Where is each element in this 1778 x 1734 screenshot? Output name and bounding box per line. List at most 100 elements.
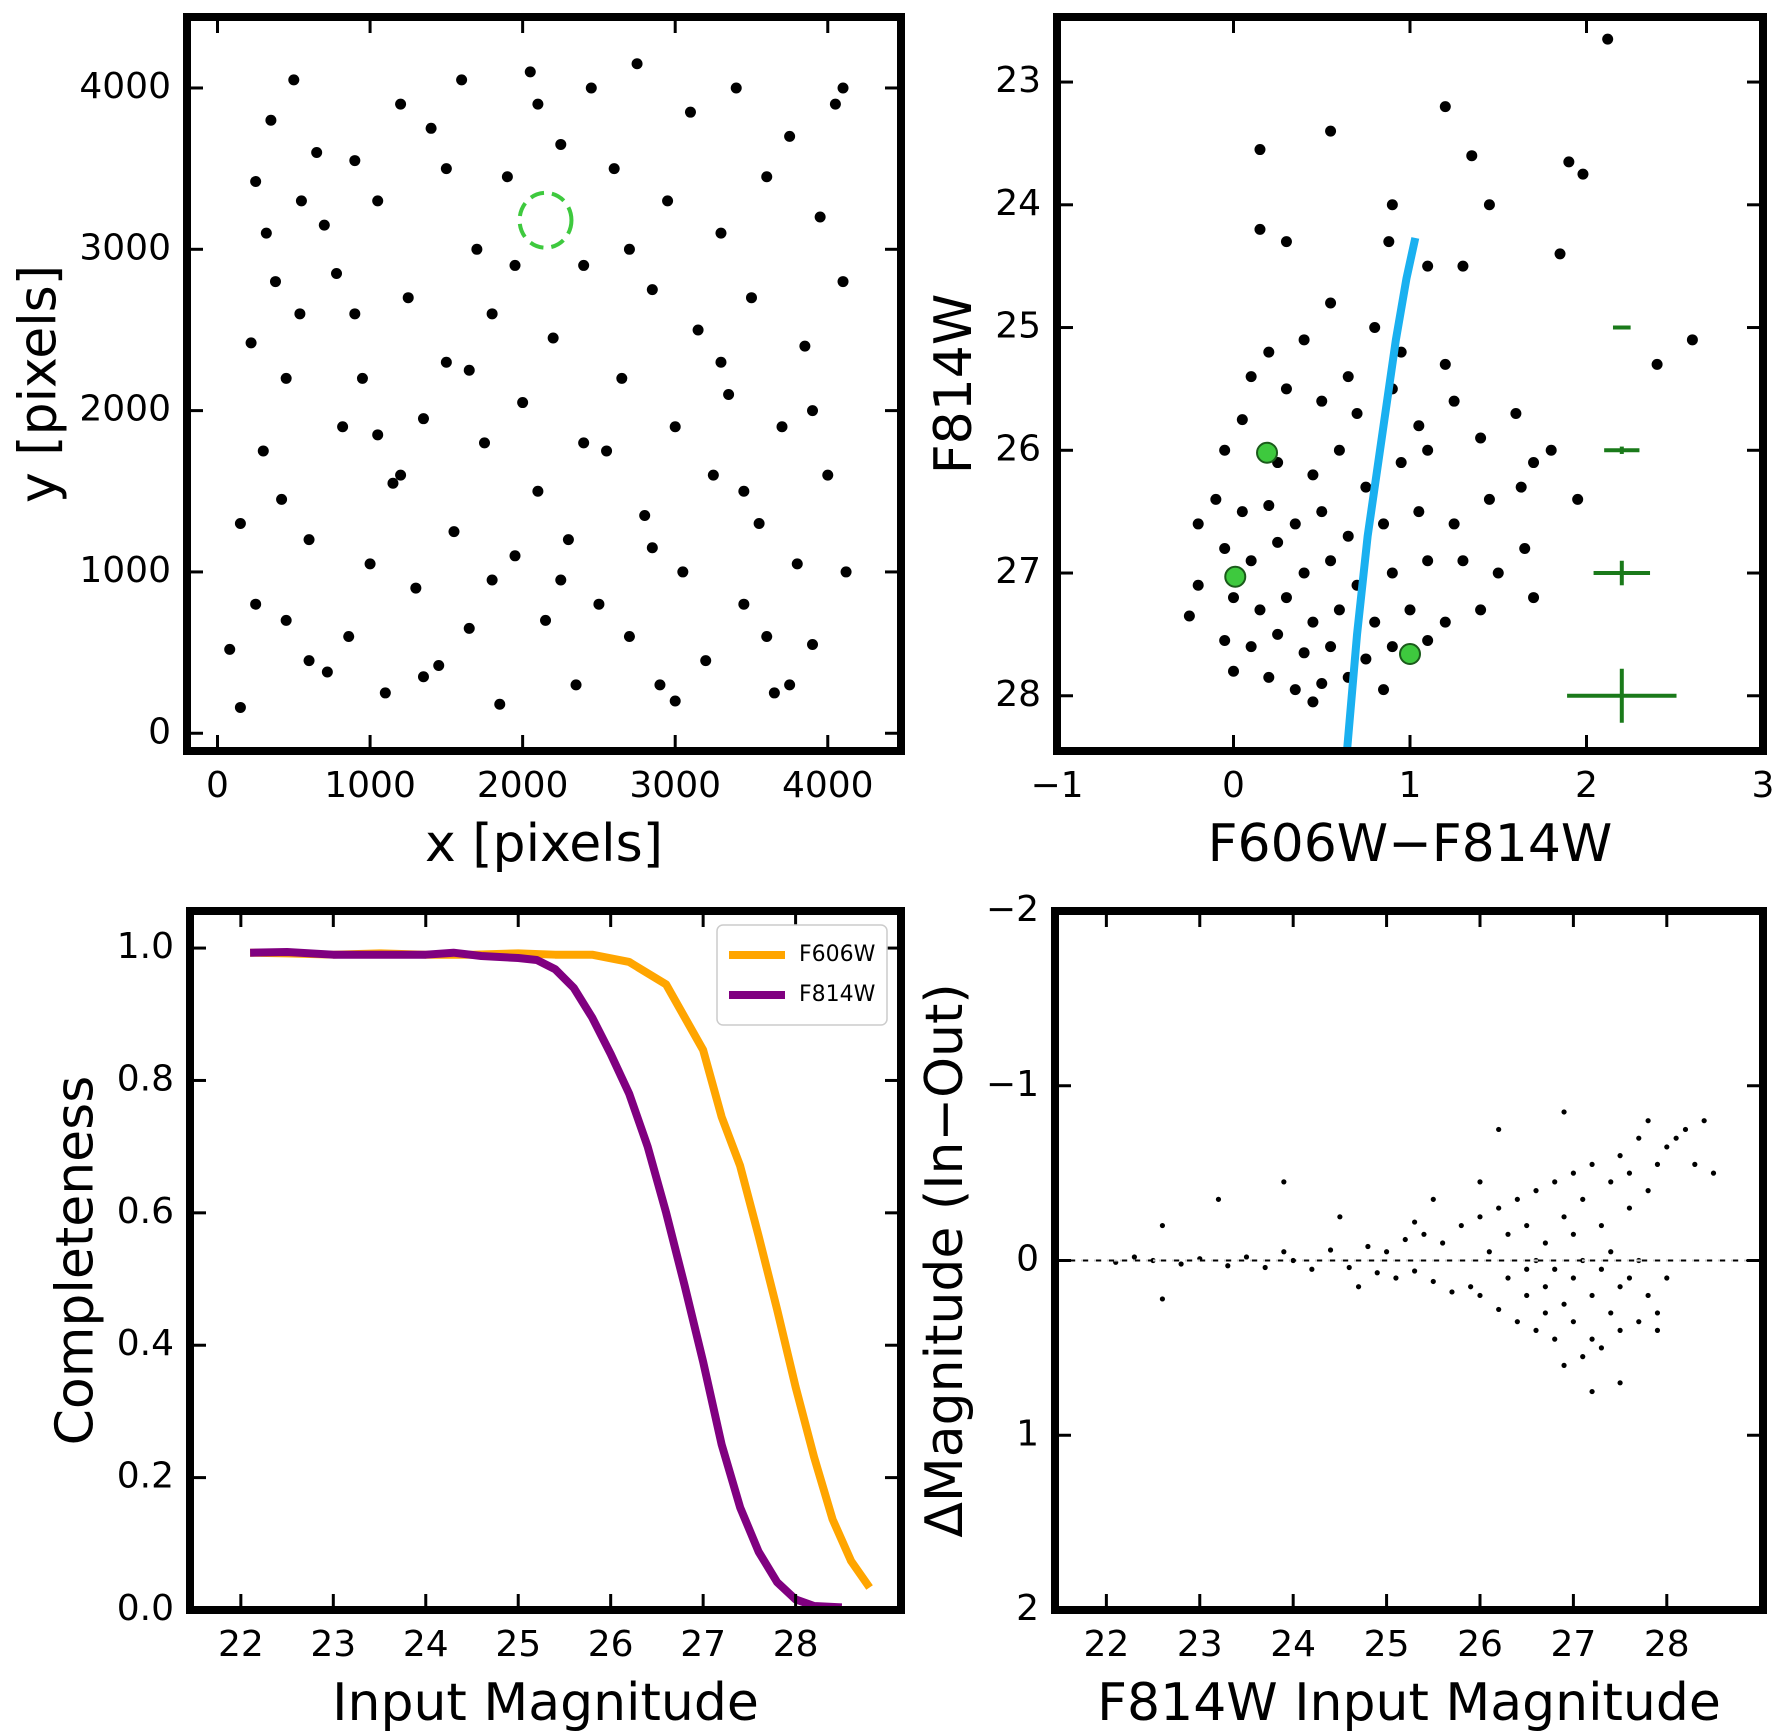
data-point [1355, 1284, 1362, 1290]
data-point [1430, 1278, 1436, 1285]
y-tick-label: 1 [1016, 1413, 1039, 1454]
y-axis-label: F814W [924, 294, 984, 475]
data-point [616, 372, 628, 384]
data-point [1325, 641, 1337, 653]
data-point [1430, 1196, 1436, 1202]
data-point [1645, 1118, 1651, 1124]
data-point [1577, 168, 1589, 180]
data-point [303, 655, 315, 667]
data-point [1654, 1161, 1661, 1167]
data-point [257, 445, 269, 457]
data-point [631, 58, 643, 70]
data-point [1626, 1205, 1633, 1211]
data-point [623, 630, 635, 642]
frame [183, 13, 905, 755]
x-tick-label: 4000 [782, 765, 874, 806]
data-point [1686, 334, 1698, 346]
data-point [799, 340, 811, 352]
data-point [745, 292, 757, 304]
data-point [1561, 1109, 1567, 1115]
data-point [1159, 1296, 1166, 1302]
data-point [1701, 1118, 1707, 1124]
x-tick-label: 3 [1752, 765, 1775, 806]
data-point [1307, 696, 1319, 708]
data-point [1580, 1354, 1586, 1360]
data-point [1570, 1170, 1576, 1176]
data-point [562, 534, 574, 546]
data-point [1561, 1362, 1567, 1368]
data-point [1412, 1268, 1418, 1274]
data-point [1598, 1345, 1605, 1351]
data-point [1533, 1327, 1539, 1333]
data-point [1439, 101, 1451, 113]
panel: 0 1000 2000 3000 4000 0 1000 2000 3000 4000 x [pix… [8, 13, 905, 874]
data-point [1316, 677, 1328, 689]
data-point [639, 509, 651, 521]
data-point [280, 614, 292, 626]
data-point [1192, 579, 1204, 591]
data-point [1664, 1144, 1670, 1150]
data-point [540, 614, 552, 626]
data-point [761, 171, 773, 183]
x-tick-label: 25 [1364, 1624, 1410, 1665]
y-tick-label: 1.0 [117, 926, 174, 967]
y-axis-label: y [pixels] [8, 265, 68, 503]
y-tick-label: 0 [148, 711, 171, 752]
data-point [1393, 1275, 1399, 1281]
data-point [379, 687, 391, 699]
data-point [707, 469, 719, 481]
data-point [1263, 500, 1275, 512]
data-point [1682, 1126, 1689, 1133]
data-point [1496, 1126, 1502, 1133]
data-point [1477, 1214, 1483, 1220]
data-point [1281, 1249, 1287, 1255]
data-point [547, 332, 559, 344]
plot-area [1055, 1109, 1763, 1395]
data-point [1710, 1170, 1717, 1176]
data-point [1570, 1231, 1576, 1237]
data-point [1533, 1188, 1539, 1194]
data-line [250, 948, 843, 1610]
data-point [761, 630, 773, 642]
data-point [417, 413, 429, 425]
data-point [1386, 641, 1398, 653]
data-point [245, 337, 257, 349]
data-point [1477, 1179, 1483, 1185]
y-tick-label: 0.4 [117, 1323, 174, 1364]
data-point [1316, 395, 1328, 407]
plot-area [1183, 33, 1698, 751]
data-point [1422, 444, 1434, 456]
data-point [840, 566, 852, 578]
data-point [288, 74, 300, 86]
data-point [1483, 493, 1495, 505]
data-point [1210, 493, 1222, 505]
data-point [425, 122, 437, 134]
data-point [1245, 641, 1257, 653]
data-point [1496, 1306, 1502, 1313]
data-point [1475, 432, 1487, 444]
data-point [677, 566, 689, 578]
data-point [1664, 1275, 1670, 1281]
data-point [555, 138, 567, 150]
data-point [1651, 358, 1663, 370]
x-tick-label: 0 [206, 765, 229, 806]
data-point [1422, 555, 1434, 567]
data-point [1325, 297, 1337, 309]
data-point [364, 558, 376, 570]
data-point [1280, 236, 1292, 248]
data-point [1608, 1249, 1614, 1255]
y-tick-label: 0.8 [117, 1058, 174, 1099]
data-point [280, 372, 292, 384]
panel: 22 23 24 25 26 27 28 0.0 0.2 0.4 0.6 0.8 1.0 Input Ma… [46, 907, 905, 1733]
data-point [1272, 628, 1284, 640]
data-point [608, 163, 620, 175]
data-point [1228, 592, 1239, 604]
data-point [234, 518, 246, 530]
data-point [501, 171, 513, 183]
y-tick-label: 1000 [79, 550, 171, 591]
data-point [295, 195, 307, 207]
data-point [684, 106, 696, 118]
data-point [1580, 1196, 1586, 1202]
data-point [1617, 1327, 1623, 1333]
data-point [433, 660, 445, 672]
